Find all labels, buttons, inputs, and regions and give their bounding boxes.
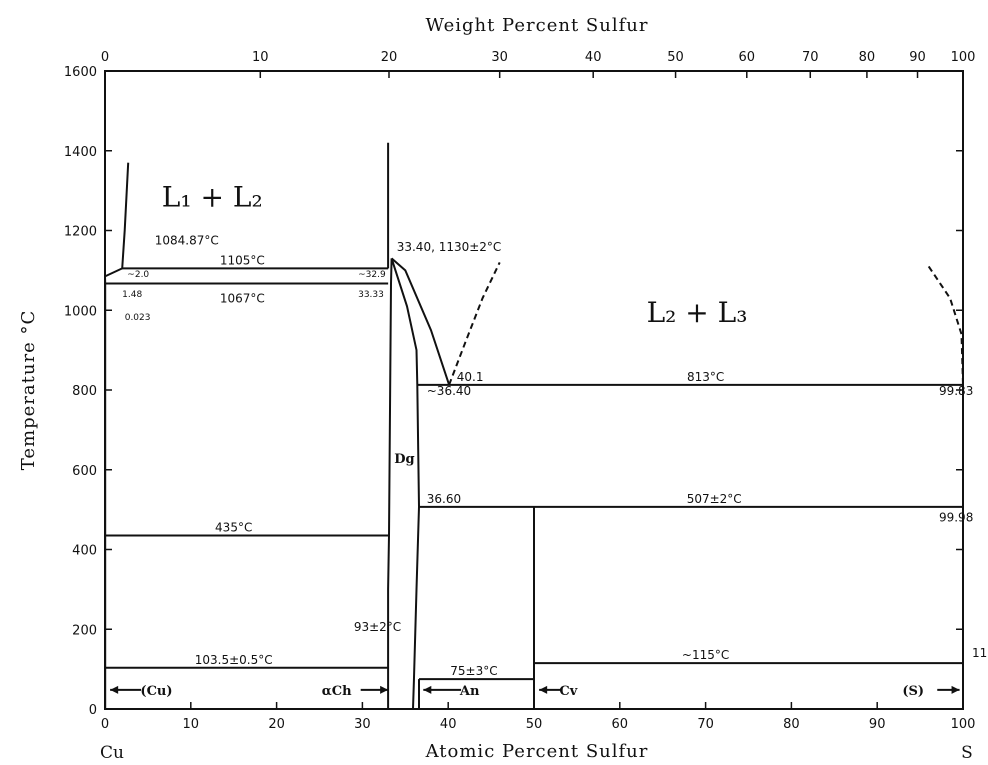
- top-tick-label: 100: [951, 50, 976, 65]
- top-tick-label: 50: [667, 50, 684, 65]
- region-label: L₁ + L₂: [162, 181, 263, 214]
- phase-label: (S): [902, 684, 924, 699]
- value-annotation: 99.98: [939, 511, 973, 525]
- phase-label: An: [459, 684, 480, 699]
- value-annotation: ~36.40: [427, 384, 471, 398]
- value-annotation: 0.023: [125, 313, 151, 323]
- phase-arrow-head: [110, 685, 119, 694]
- x-tick-label: 80: [783, 717, 800, 732]
- x-tick-label: 40: [440, 717, 457, 732]
- top-tick-label: 30: [491, 50, 508, 65]
- phase-arrow-head: [539, 685, 548, 694]
- y-tick-label: 200: [72, 623, 97, 638]
- isotherm-label: 1105°C: [220, 253, 265, 267]
- isotherm-label: 1067°C: [220, 291, 265, 305]
- top-axis-title: Weight Percent Sulfur: [426, 15, 649, 36]
- top-tick-label: 70: [802, 50, 819, 65]
- y-tick-label: 1200: [64, 225, 97, 240]
- phase-arrow-head: [380, 685, 389, 694]
- x-tick-label: 50: [526, 717, 543, 732]
- value-annotation: 93±2°C: [354, 620, 401, 634]
- x-tick-label: 60: [612, 717, 629, 732]
- value-annotation: 11: [972, 646, 987, 660]
- value-annotation: 33.40, 1130±2°C: [397, 240, 502, 254]
- y-tick-label: 800: [72, 384, 97, 399]
- value-annotation: 99.83: [939, 384, 973, 398]
- top-tick-label: 60: [739, 50, 756, 65]
- isotherms: [105, 267, 963, 681]
- top-tick-label: 10: [252, 50, 269, 65]
- top-tick-label: 0: [101, 50, 109, 65]
- top-tick-label: 80: [859, 50, 876, 65]
- phase-boundary-Cu-liquidus: [104, 162, 130, 278]
- phase-label: Dg: [394, 452, 414, 467]
- isotherm-label: 435°C: [215, 521, 252, 535]
- phase-label: Cv: [559, 684, 577, 699]
- diagram-labels: 1105°C 1067°C 813°C 507±2°C 435°C 103.5±0.5°C…: [110, 181, 987, 699]
- phase-arrow-head: [423, 685, 432, 694]
- x-tick-label: 90: [869, 717, 886, 732]
- region-label: L₂ + L₃: [647, 296, 748, 329]
- phase-label: αCh: [322, 684, 352, 699]
- bottom-axis-title: Atomic Percent Sulfur: [425, 741, 649, 762]
- phase-label: (Cu): [140, 684, 172, 699]
- phase-boundary-L2-L3-dashed-right: [927, 265, 964, 385]
- x-tick-label: 70: [697, 717, 714, 732]
- x-tick-label: 0: [101, 717, 109, 732]
- phase-boundary-Dg-solvus-left: [387, 258, 393, 709]
- x-tick-label: 10: [183, 717, 200, 732]
- right-element-label: S: [961, 743, 973, 763]
- y-tick-label: 600: [72, 464, 97, 479]
- phase-boundary-L2-L3-dashed-left: [448, 261, 501, 386]
- phase-arrow-head: [951, 685, 960, 694]
- isotherm-label: 813°C: [687, 370, 724, 384]
- y-axis-title: Temperature °C: [18, 310, 39, 470]
- value-annotation: ~32.9: [358, 270, 386, 280]
- y-tick-label: 0: [89, 703, 97, 718]
- x-tick-label: 100: [951, 717, 976, 732]
- isotherm-label: 507±2°C: [687, 492, 742, 506]
- value-annotation: ~2.0: [127, 270, 149, 280]
- x-tick-label: 30: [354, 717, 371, 732]
- value-annotation: 1.48: [122, 290, 142, 300]
- phase-boundary-Dg-solvus-right: [390, 258, 421, 710]
- y-tick-label: 1000: [64, 304, 97, 319]
- top-tick-label: 90: [909, 50, 926, 65]
- top-tick-label: 40: [585, 50, 602, 65]
- y-tick-label: 400: [72, 544, 97, 559]
- isotherm-label: 103.5±0.5°C: [195, 653, 273, 667]
- axis-ticks: 0 10 20 30 40 50 60 70 80 90 100020040060080010001…: [64, 50, 976, 732]
- isotherm-label: 75±3°C: [450, 664, 497, 678]
- y-tick-label: 1600: [64, 65, 97, 80]
- x-tick-label: 20: [268, 717, 285, 732]
- phase-boundary-Dg-liquidus-right: [390, 257, 451, 386]
- value-annotation: 40.1: [457, 370, 484, 384]
- left-element-label: Cu: [100, 743, 124, 763]
- value-annotation: 36.60: [427, 492, 461, 506]
- top-tick-label: 20: [381, 50, 398, 65]
- y-tick-label: 1400: [64, 145, 97, 160]
- value-annotation: 33.33: [358, 290, 384, 300]
- isotherm-label: ~115°C: [682, 648, 729, 662]
- value-annotation: 1084.87°C: [155, 233, 219, 247]
